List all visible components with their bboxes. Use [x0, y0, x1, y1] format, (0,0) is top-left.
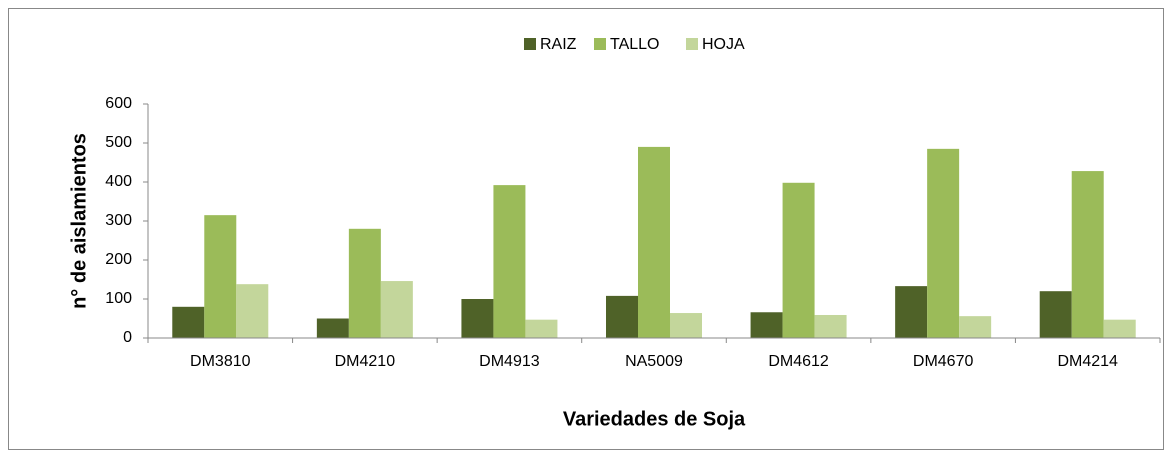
legend-label: TALLO — [610, 36, 660, 53]
chart-border — [8, 8, 1164, 450]
bar — [670, 313, 702, 338]
bar — [895, 286, 928, 338]
bar — [236, 284, 269, 338]
y-tick-label: 200 — [105, 251, 132, 268]
y-tick-label: 100 — [105, 290, 132, 307]
x-tick-label: DM4670 — [913, 353, 974, 370]
y-tick-label: 0 — [123, 329, 132, 346]
x-tick-label: DM4612 — [768, 353, 829, 370]
y-tick-label: 300 — [105, 212, 132, 229]
bar — [927, 148, 960, 338]
bar — [814, 314, 847, 338]
y-tick-label: 500 — [105, 134, 132, 151]
x-tick-label: DM3810 — [190, 353, 251, 370]
bar — [172, 306, 205, 338]
legend-label: HOJA — [702, 36, 745, 53]
x-axis-title: Variedades de Soja — [563, 408, 746, 430]
bar — [461, 299, 494, 338]
bar — [606, 295, 638, 338]
bar — [1071, 171, 1104, 338]
legend-swatch — [594, 38, 606, 50]
bar — [782, 182, 815, 338]
x-tick-label: NA5009 — [625, 353, 683, 370]
y-tick-label: 600 — [105, 95, 132, 112]
x-tick-label: DM4210 — [335, 353, 396, 370]
bar — [204, 215, 237, 338]
legend-swatch — [686, 38, 698, 50]
bar — [1103, 319, 1136, 338]
bar — [525, 319, 558, 338]
bar — [493, 185, 526, 338]
y-axis-title: n° de aislamientos — [68, 133, 90, 309]
x-tick-label: DM4214 — [1057, 353, 1118, 370]
bar — [1039, 291, 1072, 338]
bar — [348, 228, 381, 338]
legend-swatch — [524, 38, 536, 50]
bar — [750, 312, 783, 338]
legend-label: RAIZ — [540, 36, 577, 53]
bar — [316, 318, 349, 338]
bar — [380, 281, 413, 338]
bar — [638, 146, 670, 338]
x-tick-label: DM4913 — [479, 353, 540, 370]
bar — [959, 316, 992, 338]
y-tick-label: 400 — [105, 173, 132, 190]
